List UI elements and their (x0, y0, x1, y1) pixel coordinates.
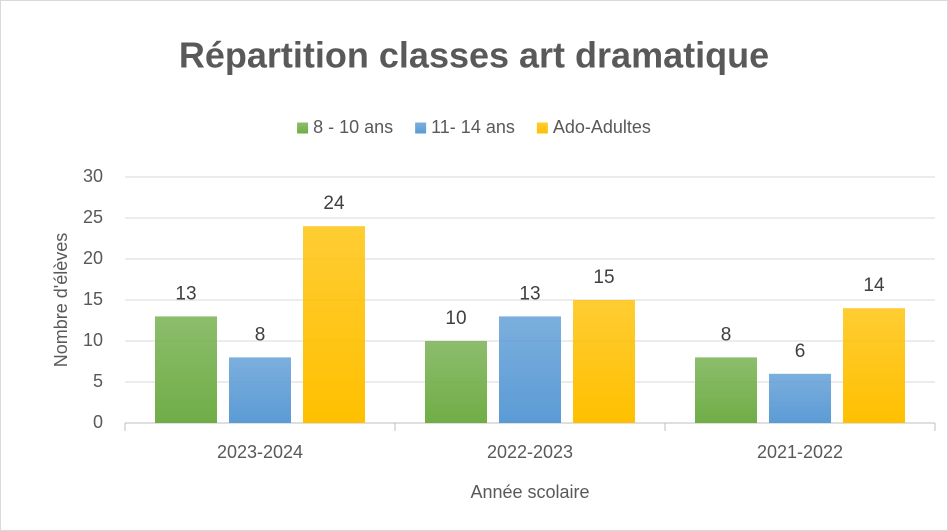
bar (573, 300, 635, 423)
bar (303, 226, 365, 423)
y-tick-label: 10 (83, 330, 103, 350)
legend-swatch (415, 122, 427, 134)
legend-swatch (536, 122, 548, 134)
bar (695, 357, 757, 423)
data-label: 6 (795, 341, 806, 362)
chart-title: Répartition classes art dramatique (179, 35, 769, 76)
x-tick-label: 2023-2024 (217, 442, 303, 462)
y-axis-title: Nombre d'élèves (51, 233, 71, 368)
x-tick-label: 2022-2023 (487, 442, 573, 462)
bar (769, 373, 831, 423)
y-tick-label: 15 (83, 289, 103, 309)
x-tick-label: 2021-2022 (757, 442, 843, 462)
bar (229, 357, 291, 423)
y-tick-label: 30 (83, 166, 103, 186)
data-label: 13 (519, 283, 540, 304)
legend-swatch (297, 122, 309, 134)
bar (843, 308, 905, 423)
data-label: 24 (323, 193, 345, 214)
bar (155, 316, 217, 423)
y-tick-label: 25 (83, 207, 103, 227)
y-tick-label: 0 (93, 412, 103, 432)
legend-label: 11- 14 ans (431, 117, 515, 137)
data-label: 15 (593, 267, 614, 288)
data-label: 13 (175, 283, 196, 304)
data-label: 8 (721, 324, 732, 345)
data-label: 10 (445, 308, 466, 329)
legend-label: 8 - 10 ans (313, 117, 393, 137)
y-tick-label: 5 (93, 371, 103, 391)
data-label: 8 (255, 324, 266, 345)
x-axis-title: Année scolaire (470, 482, 589, 502)
data-label: 14 (863, 275, 885, 296)
bar (425, 341, 487, 423)
bar (499, 316, 561, 423)
y-tick-label: 20 (83, 248, 103, 268)
legend-label: Ado-Adultes (553, 117, 651, 137)
